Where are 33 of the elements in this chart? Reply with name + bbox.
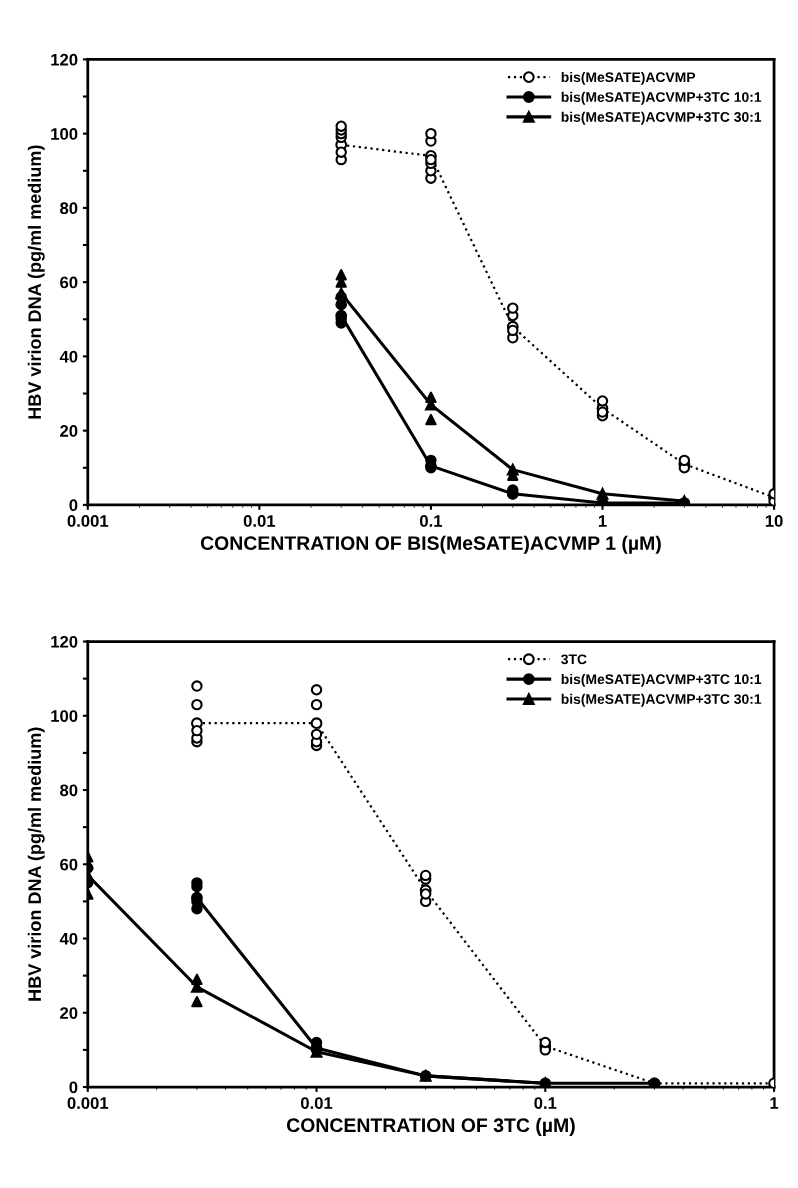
- x-axis-title: CONCENTRATION OF 3TC (µM): [286, 1117, 575, 1136]
- legend-label: 3TC: [561, 654, 587, 665]
- y-tick-label: 20: [60, 1007, 78, 1019]
- y-tick-label: 120: [51, 635, 78, 648]
- x-tick-label: 0.001: [67, 515, 109, 527]
- x-axis-title: CONCENTRATION OF BIS(MeSATE)ACVMP 1 (µM): [200, 535, 661, 554]
- legend-label: bis(MeSATE)ACVMP+3TC 10:1: [561, 91, 762, 105]
- legend-label: bis(MeSATE)ACVMP: [561, 71, 696, 85]
- y-axis-title: HBV virion DNA (pg/ml medium): [27, 145, 45, 419]
- x-tick-label: 10: [765, 515, 783, 527]
- x-tick-label: 0.01: [243, 515, 276, 527]
- y-tick-label: 0: [69, 1081, 78, 1094]
- y-tick-label: 20: [60, 425, 78, 437]
- y-tick-label: 40: [59, 350, 78, 363]
- y-tick-label: 80: [60, 784, 78, 797]
- legend-label: bis(MeSATE)ACVMP+3TC 30:1: [561, 111, 762, 125]
- y-tick-label: 60: [60, 276, 78, 289]
- y-tick-label: 0: [69, 499, 78, 512]
- x-tick-label: 0.01: [300, 1097, 333, 1109]
- y-tick-label: 80: [60, 202, 78, 215]
- y-axis-title: HBV virion DNA (pg/ml medium): [27, 727, 45, 1001]
- x-tick-label: 0.001: [67, 1097, 109, 1109]
- x-tick-label: 1: [770, 1097, 779, 1109]
- y-tick-label: 60: [60, 858, 78, 871]
- y-tick-label: 100: [51, 128, 78, 140]
- y-tick-label: 40: [59, 932, 78, 945]
- x-tick-label: 1: [598, 515, 607, 527]
- x-tick-label: 0.1: [420, 515, 443, 527]
- y-tick-label: 100: [51, 710, 78, 722]
- legend-label: bis(MeSATE)ACVMP+3TC 30:1: [561, 693, 762, 707]
- y-tick-label: 120: [51, 53, 78, 66]
- legend-label: bis(MeSATE)ACVMP+3TC 10:1: [561, 673, 762, 687]
- x-tick-label: 0.1: [534, 1097, 557, 1109]
